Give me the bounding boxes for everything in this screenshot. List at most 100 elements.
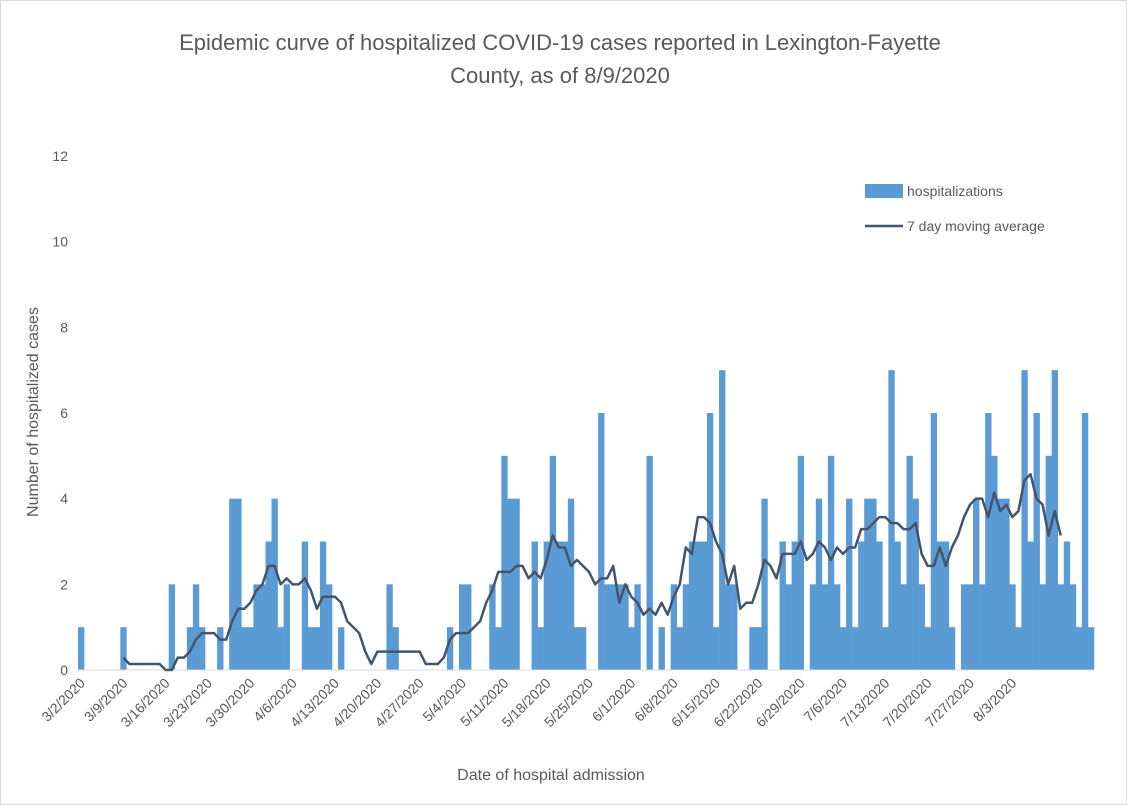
y-tick-label: 4: [60, 491, 68, 507]
chart-title-line-1: Epidemic curve of hospitalized COVID-19 …: [179, 30, 941, 55]
y-tick-label: 2: [60, 576, 68, 592]
bar: [882, 627, 889, 670]
y-tick-label: 0: [60, 662, 68, 678]
bar: [761, 498, 768, 670]
bar-series: [78, 370, 1095, 670]
bar: [598, 413, 605, 670]
bar: [840, 627, 847, 670]
bar: [973, 498, 980, 670]
bar: [1051, 370, 1059, 670]
bar: [791, 541, 798, 670]
bar: [465, 584, 472, 670]
legend-label-hospitalizations: hospitalizations: [907, 183, 1003, 199]
bar: [700, 541, 708, 670]
bar: [192, 584, 200, 670]
bar: [646, 455, 653, 670]
x-tick-label: 8/3/2020: [970, 675, 1020, 725]
y-axis-ticks: 0 2 4 6 8 10 12: [52, 148, 68, 678]
bar: [543, 541, 551, 670]
bar: [876, 541, 883, 670]
bar: [338, 627, 345, 670]
bar: [731, 584, 738, 670]
bar: [906, 455, 913, 670]
bar: [301, 541, 309, 670]
y-axis-title: Number of hospitalized cases: [25, 307, 42, 517]
chart-title: Epidemic curve of hospitalized COVID-19 …: [100, 26, 1020, 92]
bar: [985, 413, 992, 670]
bar: [247, 627, 254, 670]
bar: [537, 627, 544, 670]
bar: [725, 584, 732, 670]
bar: [719, 370, 726, 670]
bar: [912, 498, 919, 670]
bar: [319, 541, 327, 670]
bar: [1009, 584, 1016, 670]
legend-label-moving-average: 7 day moving average: [907, 218, 1045, 234]
bar: [676, 627, 684, 670]
bar: [936, 541, 944, 670]
bar: [604, 584, 611, 670]
bar: [888, 370, 895, 670]
bar: [120, 627, 127, 670]
bar: [1027, 541, 1034, 670]
bar: [277, 627, 284, 670]
moving-average-line: [122, 473, 1062, 672]
bar: [235, 498, 242, 670]
bar: [259, 584, 266, 670]
bar: [446, 627, 454, 670]
bar: [900, 584, 907, 670]
bar: [979, 584, 986, 670]
bar: [694, 541, 702, 670]
bar: [670, 584, 678, 670]
bar: [779, 541, 786, 670]
bar: [1075, 627, 1083, 670]
bar: [78, 627, 85, 670]
bar: [392, 627, 399, 670]
y-tick-label: 12: [52, 148, 68, 164]
bar: [1021, 370, 1028, 670]
bar: [858, 541, 865, 670]
bar: [809, 584, 817, 670]
bar: [283, 584, 290, 670]
bar: [217, 627, 224, 670]
x-axis-ticks: 3/2/20203/9/20203/16/20203/23/20203/30/2…: [38, 675, 1019, 731]
bar: [549, 455, 557, 670]
bar: [168, 584, 176, 670]
bar: [688, 541, 696, 670]
bar: [852, 627, 859, 670]
legend-swatch-hospitalizations: [865, 184, 903, 198]
bar: [797, 455, 805, 670]
bar: [1069, 584, 1077, 670]
bar: [579, 627, 587, 670]
bar: [948, 627, 956, 670]
bar: [307, 627, 315, 670]
bar: [1057, 584, 1065, 670]
bar: [1045, 455, 1052, 670]
bar: [894, 541, 901, 670]
y-tick-label: 6: [60, 405, 68, 421]
bar: [501, 455, 508, 670]
bar: [531, 541, 538, 670]
chart-title-line-2: County, as of 8/9/2020: [450, 63, 670, 88]
bar: [658, 627, 665, 670]
bar: [918, 584, 925, 670]
bar: [513, 498, 520, 670]
bar: [815, 498, 823, 670]
bar: [755, 627, 762, 670]
bar: [459, 584, 466, 670]
bar: [706, 413, 714, 670]
bar: [567, 498, 575, 670]
bar: [561, 541, 569, 670]
bar: [942, 541, 950, 670]
bar: [991, 455, 998, 670]
x-tick-label: 3/2/2020: [38, 675, 88, 725]
bar: [713, 627, 720, 670]
bar: [313, 627, 321, 670]
bar: [870, 498, 877, 670]
bar: [229, 498, 236, 670]
bar: [1087, 627, 1095, 670]
bar: [271, 498, 278, 670]
bar: [967, 584, 974, 670]
